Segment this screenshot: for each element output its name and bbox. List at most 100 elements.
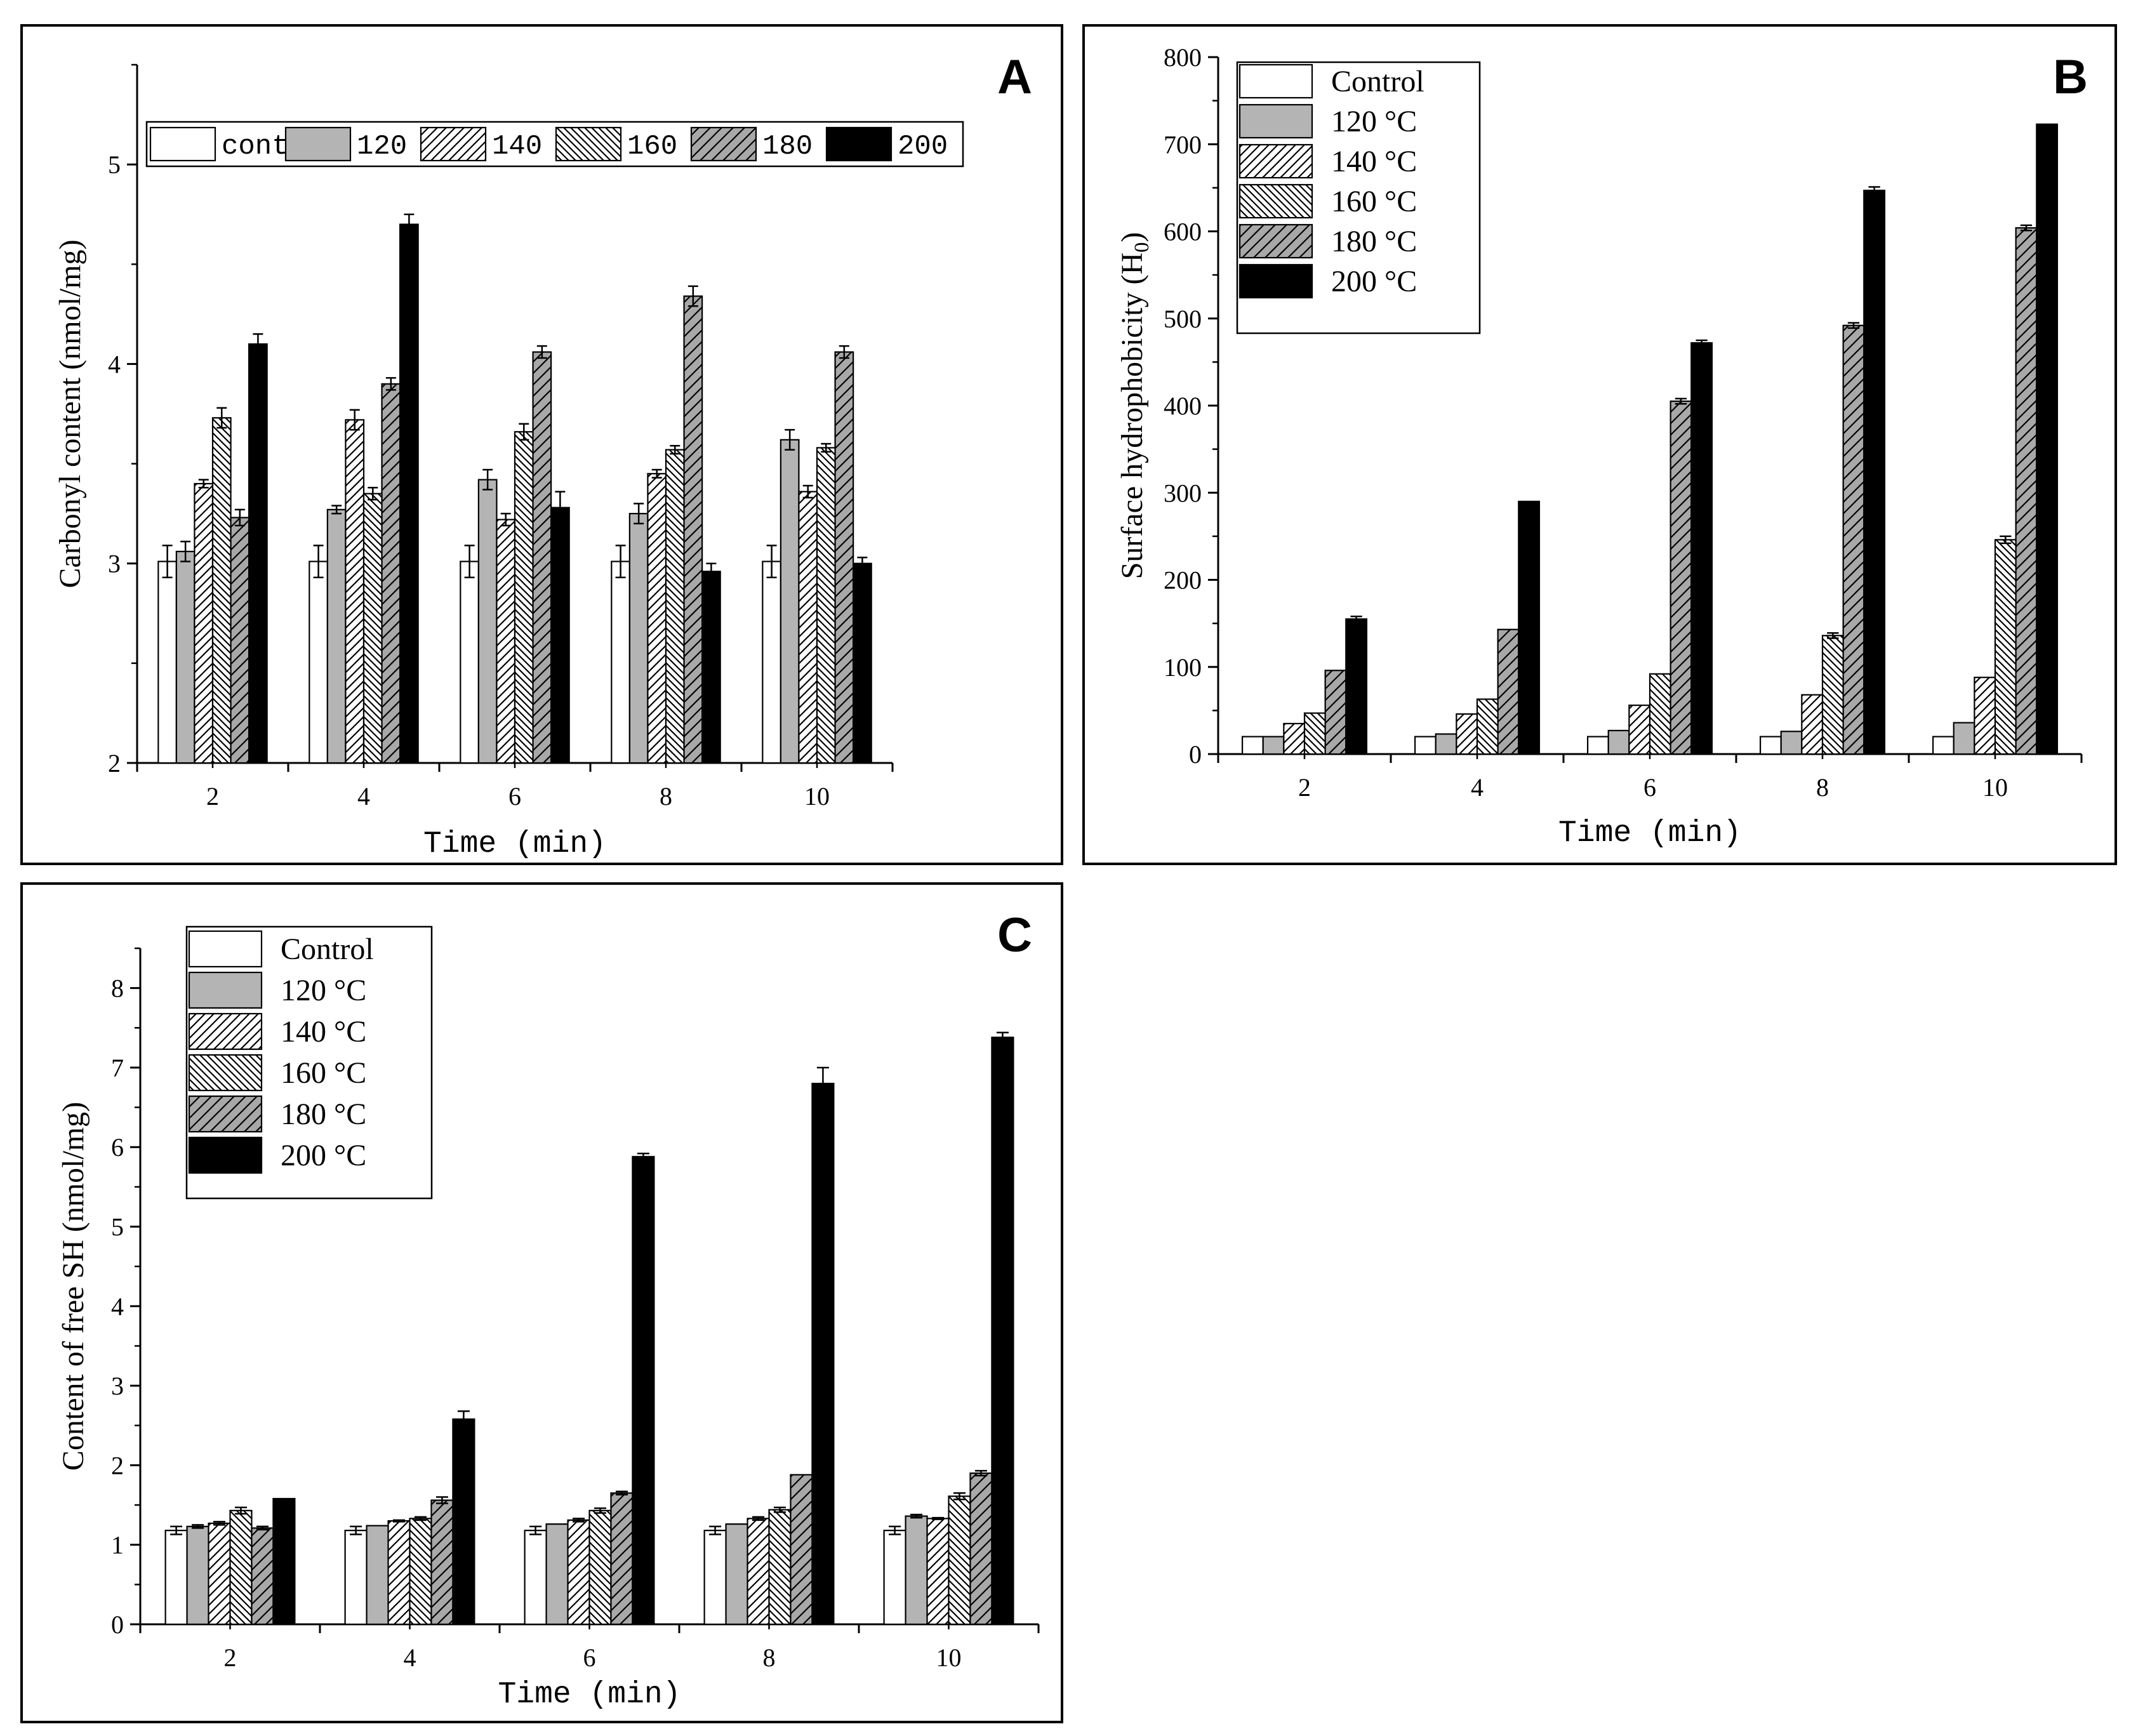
bar — [948, 1495, 971, 1626]
y-axis-title: Carbonyl content (nmol/mg) — [53, 239, 87, 588]
y-tick-label: 5 — [108, 150, 121, 179]
bar — [780, 439, 800, 764]
bar — [1414, 736, 1437, 755]
x-tick-label: 10 — [804, 782, 830, 811]
bar — [883, 1530, 906, 1626]
legend-label: 200 °C — [281, 1139, 366, 1172]
bar — [762, 560, 781, 764]
y-tick-label: 600 — [1164, 218, 1202, 246]
x-axis-title: Time (min) — [1558, 816, 1741, 851]
y-tick-label: 2 — [111, 1451, 124, 1480]
x-axis-title: Time (min) — [423, 827, 606, 861]
bar — [1607, 729, 1630, 755]
bar — [703, 1530, 727, 1626]
legend-label: 120 °C — [281, 974, 366, 1007]
bar — [164, 1530, 188, 1626]
bar — [399, 223, 419, 764]
bar — [344, 1530, 368, 1626]
bar — [2015, 227, 2038, 755]
legend-label: Control — [1331, 65, 1424, 98]
bar — [1994, 539, 2017, 755]
bar — [567, 1519, 590, 1626]
legend-label: 180 °C — [1331, 225, 1417, 258]
x-tick-label: 6 — [583, 1643, 596, 1672]
legend-swatch — [188, 971, 263, 1009]
legend-label: 140 °C — [1331, 145, 1417, 178]
legend-label: 200 °C — [1331, 265, 1417, 298]
bar — [701, 571, 721, 764]
y-tick-label: 4 — [111, 1292, 124, 1321]
bar — [665, 449, 685, 764]
panel-a: 2 3 4 5 2 4 6 8 10 Time (min) Carbonyl content (nm… — [20, 24, 1063, 865]
bar — [1283, 722, 1306, 755]
bar — [1303, 712, 1326, 755]
bar — [230, 517, 250, 764]
y-tick-label: 0 — [1189, 740, 1202, 769]
legend-label: 180 °C — [281, 1097, 366, 1131]
y-tick-label: 200 — [1164, 566, 1202, 595]
panel-label: A — [997, 50, 1032, 104]
bar — [632, 1156, 655, 1626]
bar — [610, 1492, 634, 1626]
bar — [514, 431, 534, 764]
x-tick-label: 6 — [508, 782, 521, 811]
bar — [387, 1520, 411, 1626]
y-axis-title: Surface hydrophobicity (H0) — [1115, 232, 1153, 580]
bar — [725, 1523, 748, 1626]
legend-swatch — [825, 126, 893, 162]
x-tick-label: 4 — [357, 782, 370, 811]
legend-swatch — [188, 930, 263, 968]
bar — [1863, 189, 1886, 755]
legend-label: 160 °C — [281, 1056, 366, 1090]
panel-label: C — [997, 908, 1032, 962]
bar — [1476, 698, 1499, 755]
x-tick-label: 6 — [1643, 773, 1656, 802]
bar — [362, 493, 383, 764]
y-axis-title-subscript: 0 — [1131, 242, 1153, 253]
bar — [229, 1509, 253, 1626]
bar — [545, 1523, 569, 1626]
bar — [628, 513, 649, 764]
bar — [248, 343, 268, 764]
y-tick-label: 4 — [108, 350, 121, 378]
legend-label: 120 °C — [1331, 105, 1417, 138]
panel-label: B — [2053, 50, 2088, 104]
bar — [816, 447, 836, 764]
legend-swatch — [188, 1136, 263, 1174]
y-tick-label: 7 — [111, 1054, 124, 1082]
bar — [853, 562, 872, 764]
legend-swatch — [284, 126, 352, 162]
bar — [611, 560, 630, 764]
y-tick-label: 3 — [111, 1372, 124, 1400]
bar — [251, 1527, 274, 1626]
bar — [1586, 736, 1609, 755]
bar — [1821, 635, 1844, 755]
legend-swatch — [1238, 103, 1313, 139]
legend-label: 120 — [357, 131, 407, 162]
bar — [798, 491, 818, 764]
bar — [409, 1518, 432, 1626]
bar — [1241, 736, 1264, 755]
legend-label: Control — [281, 932, 374, 966]
x-tick-label: 4 — [404, 1643, 416, 1672]
bar — [1628, 705, 1651, 755]
bar — [926, 1518, 950, 1626]
bar — [309, 560, 328, 764]
bar — [1690, 342, 1713, 755]
bar — [811, 1082, 835, 1626]
legend-swatch — [188, 1095, 263, 1133]
bar — [1759, 736, 1782, 755]
legend-label: 200 — [898, 131, 948, 162]
bar — [1324, 670, 1347, 755]
legend-label: 140 — [492, 131, 542, 162]
y-tick-label: 3 — [108, 550, 121, 578]
bar — [496, 519, 516, 764]
panel-b: 0 100 200 300 400 500 600 700 800 2 4 6 8 10 Time (min… — [1082, 24, 2117, 865]
bar — [1953, 722, 1975, 755]
bar — [1649, 673, 1671, 755]
bar — [647, 473, 667, 764]
x-tick-label: 10 — [936, 1643, 962, 1672]
y-tick-label: 500 — [1164, 305, 1202, 333]
legend-label: 140 °C — [281, 1015, 366, 1049]
bar — [747, 1518, 770, 1626]
